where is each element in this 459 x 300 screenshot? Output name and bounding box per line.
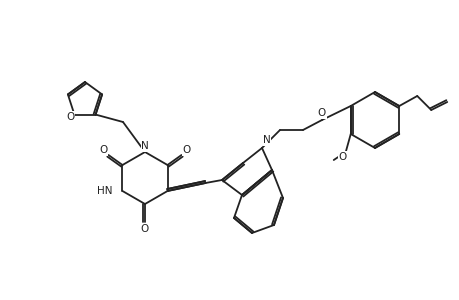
Text: O: O bbox=[140, 224, 149, 234]
Text: O: O bbox=[182, 145, 190, 155]
Text: HN: HN bbox=[97, 186, 112, 196]
Text: O: O bbox=[99, 145, 107, 155]
Text: O: O bbox=[66, 112, 74, 122]
Text: N: N bbox=[141, 141, 149, 151]
Text: O: O bbox=[317, 108, 325, 118]
Text: O: O bbox=[338, 152, 346, 162]
Text: N: N bbox=[263, 135, 270, 145]
